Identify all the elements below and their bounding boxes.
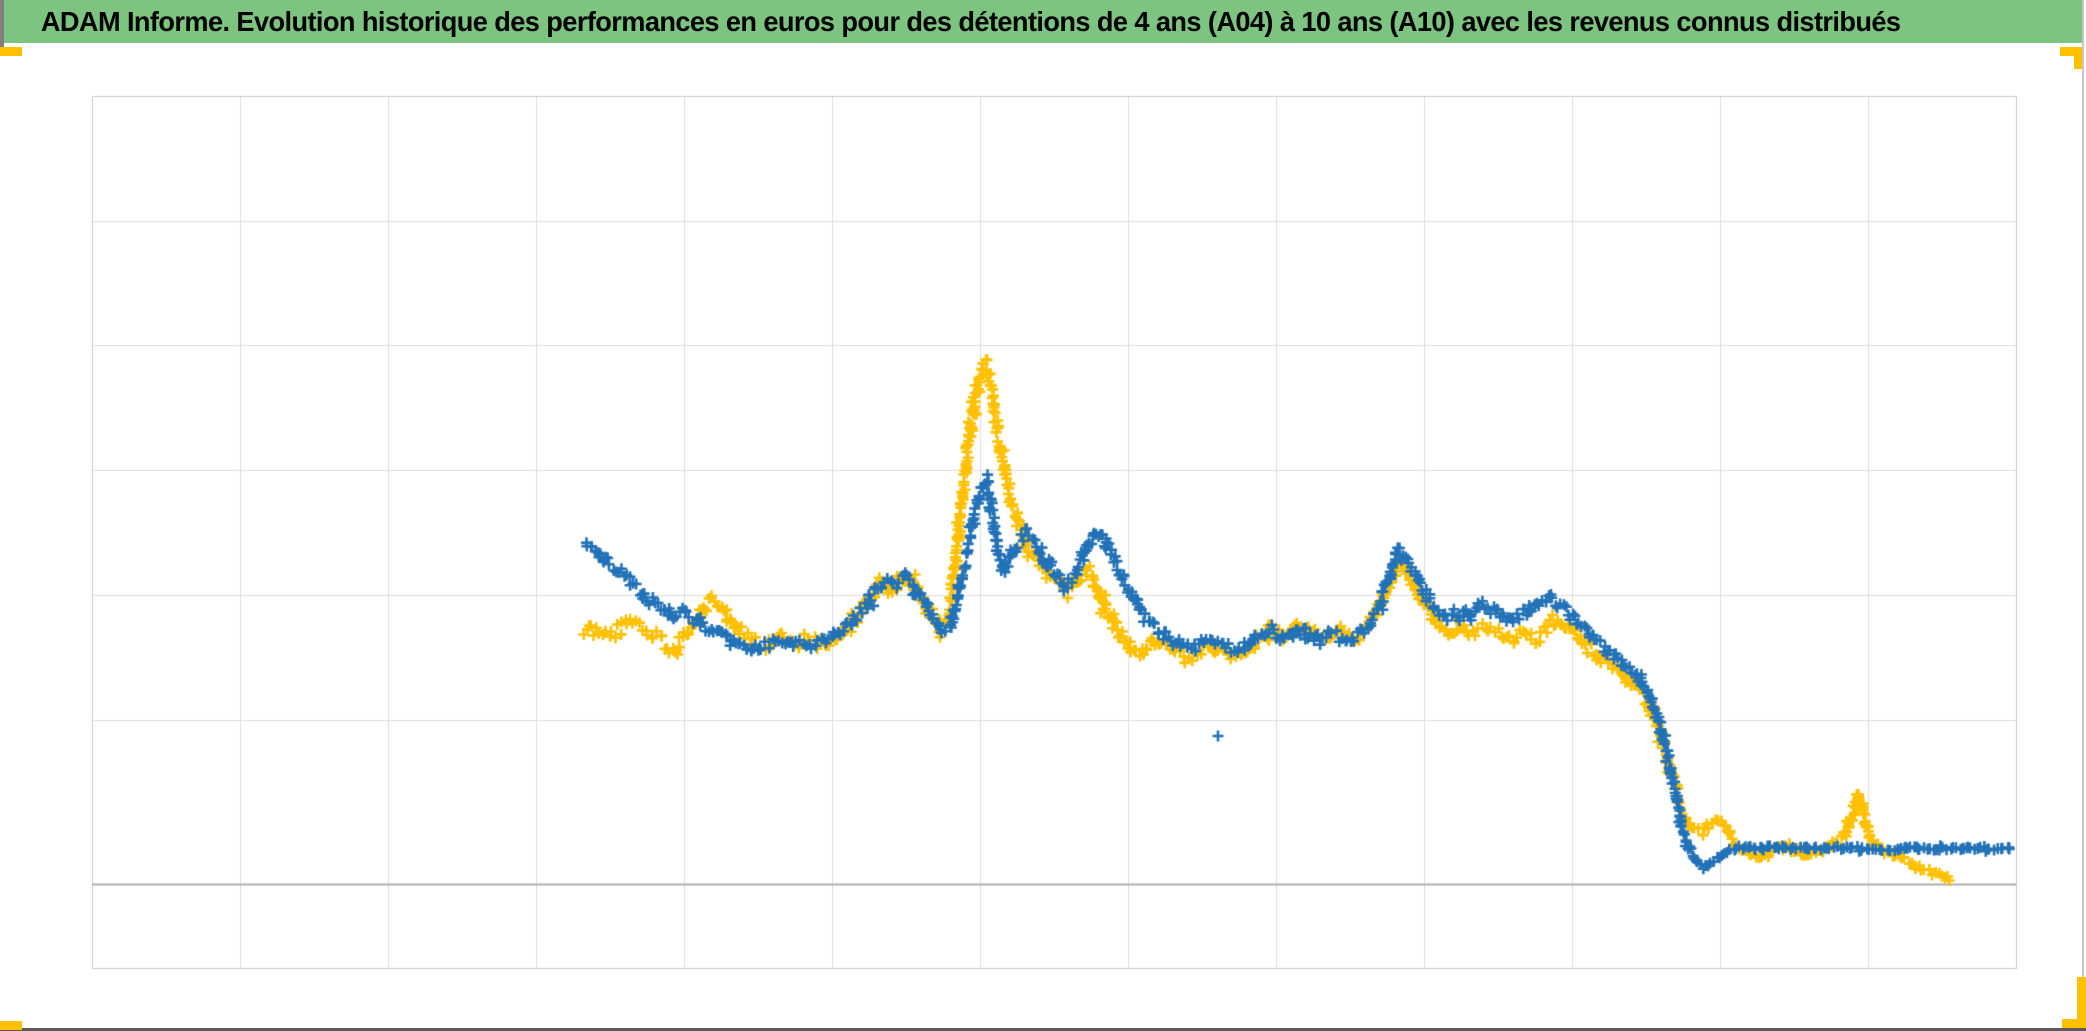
accent-mark-left [0, 47, 22, 56]
window-edge-left [0, 0, 4, 56]
accent-mark-bottom-left [0, 1021, 22, 1030]
window-edge-right [2082, 0, 2084, 1031]
window-edge-bottom [0, 1028, 2086, 1031]
accent-mark-top-right-h [2060, 47, 2082, 56]
accent-mark-top-right-v [2074, 47, 2082, 69]
accent-mark-bottom-right-v [2077, 977, 2086, 1021]
accent-mark-bottom-right-h [2062, 1019, 2086, 1028]
